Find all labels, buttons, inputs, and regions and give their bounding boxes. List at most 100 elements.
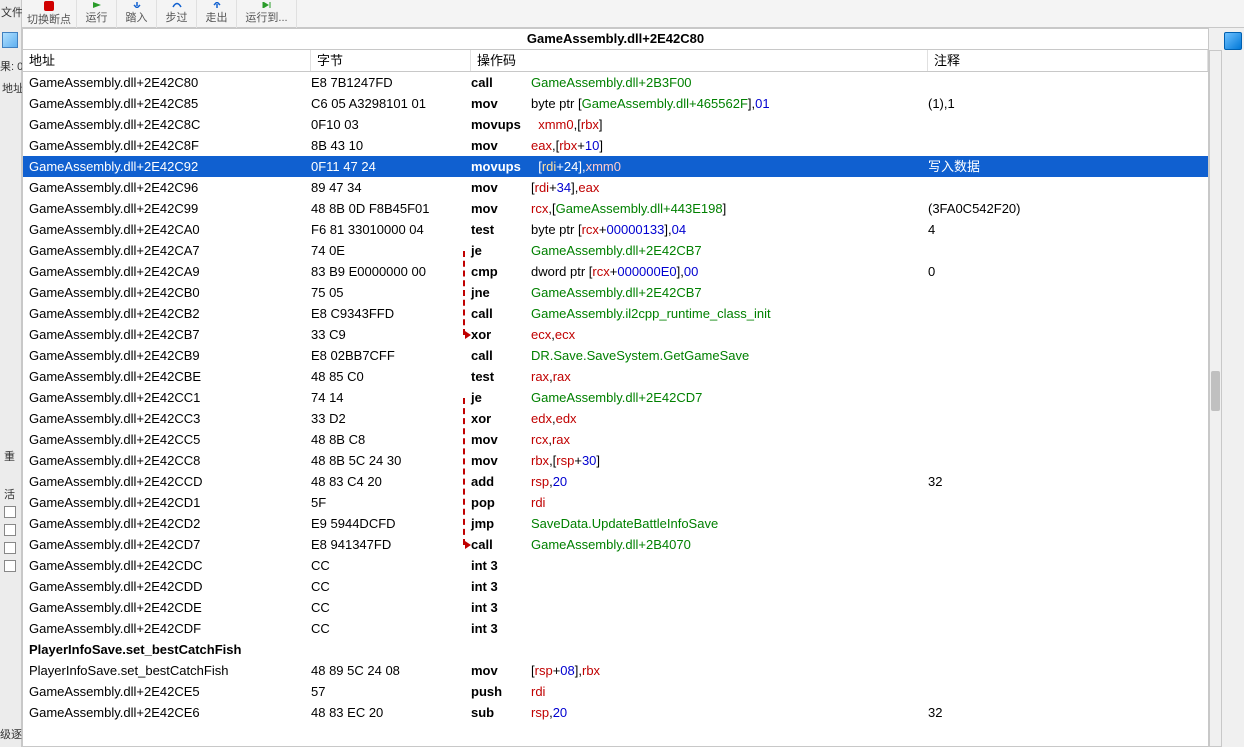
- header-bytes[interactable]: 字节: [311, 50, 471, 71]
- branch-arrow-icon: [465, 331, 471, 339]
- address-cell: GameAssembly.dll+2E42CB2: [23, 303, 311, 324]
- opcode-cell: test: [471, 219, 531, 240]
- checkbox-2[interactable]: [4, 524, 16, 536]
- address-cell: GameAssembly.dll+2E42CC5: [23, 429, 311, 450]
- operands-cell: [531, 555, 928, 576]
- bytes-cell: 8B 43 10: [311, 135, 471, 156]
- disasm-row[interactable]: GameAssembly.dll+2E42CDECCint 3: [23, 597, 1208, 618]
- disasm-row[interactable]: GameAssembly.dll+2E42CBE48 85 C0testrax,…: [23, 366, 1208, 387]
- disasm-row[interactable]: GameAssembly.dll+2E42C8C0F10 03movups xm…: [23, 114, 1208, 135]
- bytes-cell: E9 5944DCFD: [311, 513, 471, 534]
- section-label: PlayerInfoSave.set_bestCatchFish: [23, 639, 241, 660]
- section-header-row: PlayerInfoSave.set_bestCatchFish: [23, 639, 1208, 660]
- disasm-row[interactable]: GameAssembly.dll+2E42CC548 8B C8movrcx,r…: [23, 429, 1208, 450]
- disasm-row[interactable]: GameAssembly.dll+2E42CC174 14jeGameAssem…: [23, 387, 1208, 408]
- disasm-row[interactable]: GameAssembly.dll+2E42CCD48 83 C4 20addrs…: [23, 471, 1208, 492]
- toggle-breakpoint-button[interactable]: 切换断点: [22, 0, 77, 28]
- comment-cell: [928, 387, 1208, 408]
- branch-line: [463, 398, 469, 545]
- disasm-row[interactable]: GameAssembly.dll+2E42C9948 8B 0D F8B45F0…: [23, 198, 1208, 219]
- address-cell: GameAssembly.dll+2E42CD7: [23, 534, 311, 555]
- column-headers: 地址 字节 操作码 注释: [22, 50, 1209, 72]
- operands-cell: GameAssembly.dll+2E42CD7: [531, 387, 928, 408]
- address-cell: GameAssembly.dll+2E42CCD: [23, 471, 311, 492]
- panel-icon[interactable]: [1224, 32, 1242, 50]
- bytes-cell: CC: [311, 555, 471, 576]
- comment-cell: [928, 240, 1208, 261]
- disasm-row[interactable]: GameAssembly.dll+2E42CA774 0EjeGameAssem…: [23, 240, 1208, 261]
- header-address[interactable]: 地址: [23, 50, 311, 71]
- address-cell: GameAssembly.dll+2E42C8F: [23, 135, 311, 156]
- disasm-row[interactable]: GameAssembly.dll+2E42CD2E9 5944DCFDjmpSa…: [23, 513, 1208, 534]
- operands-cell: eax,[rbx+10]: [531, 135, 928, 156]
- opcode-cell: mov: [471, 93, 531, 114]
- disasm-row[interactable]: GameAssembly.dll+2E42C920F11 47 24movups…: [23, 156, 1208, 177]
- disasm-row[interactable]: GameAssembly.dll+2E42CB075 05jneGameAsse…: [23, 282, 1208, 303]
- operands-cell: rdi: [531, 681, 928, 702]
- address-cell: PlayerInfoSave.set_bestCatchFish: [23, 660, 311, 681]
- disasm-row[interactable]: GameAssembly.dll+2E42CDFCCint 3: [23, 618, 1208, 639]
- disasm-row[interactable]: GameAssembly.dll+2E42CA983 B9 E0000000 0…: [23, 261, 1208, 282]
- bytes-cell: 48 89 5C 24 08: [311, 660, 471, 681]
- address-cell: GameAssembly.dll+2E42CC3: [23, 408, 311, 429]
- opcode-cell: je: [471, 240, 531, 261]
- bytes-cell: 33 C9: [311, 324, 471, 345]
- opcode-cell: mov: [471, 660, 531, 681]
- checkbox-3[interactable]: [4, 542, 16, 554]
- comment-cell: [928, 555, 1208, 576]
- opcode-cell: mov: [471, 450, 531, 471]
- bytes-cell: 57: [311, 681, 471, 702]
- step-out-button[interactable]: 走出: [197, 0, 237, 28]
- file-label-partial: 文件: [1, 4, 23, 20]
- disasm-row[interactable]: GameAssembly.dll+2E42C8F8B 43 10moveax,[…: [23, 135, 1208, 156]
- bytes-cell: E8 941347FD: [311, 534, 471, 555]
- comment-cell: [928, 513, 1208, 534]
- disasm-row[interactable]: GameAssembly.dll+2E42CC848 8B 5C 24 30mo…: [23, 450, 1208, 471]
- disasm-row[interactable]: GameAssembly.dll+2E42CE557pushrdi: [23, 681, 1208, 702]
- disassembly-listing[interactable]: GameAssembly.dll+2E42C80E8 7B1247FDcallG…: [22, 72, 1209, 747]
- operands-cell: [rdi+24],xmm0: [531, 156, 928, 177]
- address-cell: GameAssembly.dll+2E42CE5: [23, 681, 311, 702]
- step-into-button[interactable]: 踏入: [117, 0, 157, 28]
- checkbox-4[interactable]: [4, 560, 16, 572]
- header-comment[interactable]: 注释: [928, 50, 1208, 71]
- disasm-row[interactable]: GameAssembly.dll+2E42C85C6 05 A3298101 0…: [23, 93, 1208, 114]
- opcode-cell: call: [471, 534, 531, 555]
- monitor-icon[interactable]: [2, 32, 18, 48]
- checkbox-1[interactable]: [4, 506, 16, 518]
- bytes-cell: 75 05: [311, 282, 471, 303]
- address-cell: GameAssembly.dll+2E42CDF: [23, 618, 311, 639]
- address-cell: GameAssembly.dll+2E42C96: [23, 177, 311, 198]
- run-to-icon: [262, 2, 272, 8]
- run-button[interactable]: 运行: [77, 0, 117, 28]
- bytes-cell: 83 B9 E0000000 00: [311, 261, 471, 282]
- bytes-cell: 0F10 03: [311, 114, 471, 135]
- run-to-button[interactable]: 运行到...: [237, 0, 297, 28]
- step-over-button[interactable]: 步过: [157, 0, 197, 28]
- disasm-row[interactable]: GameAssembly.dll+2E42CB733 C9xorecx,ecx: [23, 324, 1208, 345]
- bytes-cell: C6 05 A3298101 01: [311, 93, 471, 114]
- breakpoint-icon: [44, 1, 54, 11]
- scroll-thumb[interactable]: [1211, 371, 1220, 411]
- disasm-row[interactable]: GameAssembly.dll+2E42CDDCCint 3: [23, 576, 1208, 597]
- bytes-cell: 48 8B C8: [311, 429, 471, 450]
- disasm-row[interactable]: GameAssembly.dll+2E42CA0F6 81 33010000 0…: [23, 219, 1208, 240]
- disasm-row[interactable]: GameAssembly.dll+2E42CDCCCint 3: [23, 555, 1208, 576]
- disasm-row[interactable]: GameAssembly.dll+2E42CD15Fpoprdi: [23, 492, 1208, 513]
- disasm-row[interactable]: GameAssembly.dll+2E42CC333 D2xoredx,edx: [23, 408, 1208, 429]
- disasm-row[interactable]: GameAssembly.dll+2E42C9689 47 34mov[rdi+…: [23, 177, 1208, 198]
- comment-cell: [928, 681, 1208, 702]
- disasm-row[interactable]: GameAssembly.dll+2E42CE648 83 EC 20subrs…: [23, 702, 1208, 723]
- opcode-cell: sub: [471, 702, 531, 723]
- disasm-row[interactable]: PlayerInfoSave.set_bestCatchFish48 89 5C…: [23, 660, 1208, 681]
- vertical-scrollbar[interactable]: [1209, 50, 1222, 747]
- disasm-row[interactable]: GameAssembly.dll+2E42CB9E8 02BB7CFFcallD…: [23, 345, 1208, 366]
- comment-cell: (3FA0C542F20): [928, 198, 1208, 219]
- operands-cell: rbx,[rsp+30]: [531, 450, 928, 471]
- header-opcode[interactable]: 操作码: [471, 50, 928, 71]
- disasm-row[interactable]: GameAssembly.dll+2E42CD7E8 941347FDcallG…: [23, 534, 1208, 555]
- disasm-row[interactable]: GameAssembly.dll+2E42C80E8 7B1247FDcallG…: [23, 72, 1208, 93]
- disasm-row[interactable]: GameAssembly.dll+2E42CB2E8 C9343FFDcallG…: [23, 303, 1208, 324]
- operands-cell: GameAssembly.dll+2E42CB7: [531, 282, 928, 303]
- comment-cell: 32: [928, 471, 1208, 492]
